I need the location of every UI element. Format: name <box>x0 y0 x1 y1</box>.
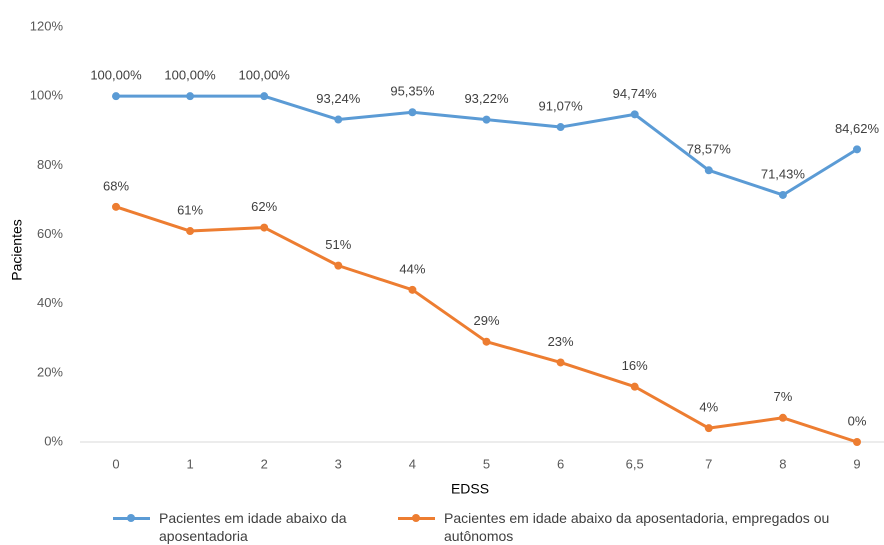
x-tick-label: 3 <box>335 456 342 471</box>
point <box>853 145 861 154</box>
point <box>556 358 565 367</box>
data-label: 100,00% <box>239 68 291 83</box>
x-tick-label: 0 <box>112 456 119 471</box>
y-tick-label: 80% <box>37 157 63 172</box>
point <box>853 438 861 446</box>
data-label: 95,35% <box>390 84 435 99</box>
point <box>112 92 120 101</box>
chart: Pacientes EDSS 0%20%40%60%80%100%120%0 1 2… <box>9 18 884 497</box>
legend-marker <box>127 514 135 522</box>
point <box>186 227 195 236</box>
point <box>630 110 639 119</box>
data-label: 71,43% <box>761 166 806 181</box>
data-label: 16% <box>622 358 648 373</box>
y-tick-label: 120% <box>30 18 64 33</box>
x-tick-label: 1 <box>186 456 193 471</box>
point <box>334 261 343 270</box>
point <box>408 285 417 294</box>
data-label: 7% <box>774 389 793 404</box>
legend-swatch <box>113 514 150 522</box>
legend-label: Pacientes em idade abaixo da aposentador… <box>444 510 830 544</box>
data-label: 61% <box>177 202 203 217</box>
point <box>334 115 343 124</box>
y-tick-label: 60% <box>37 226 63 241</box>
x-tick-label: 8 <box>779 456 786 471</box>
data-label: 68% <box>103 178 129 193</box>
data-label: 84,62% <box>835 121 880 136</box>
point <box>704 166 713 175</box>
point <box>112 202 120 211</box>
point <box>778 190 787 199</box>
point <box>778 413 787 422</box>
data-label: 93,22% <box>464 91 509 106</box>
point <box>630 382 639 391</box>
y-tick-label: 0% <box>44 433 63 448</box>
data-label: 100,00% <box>164 68 216 83</box>
point <box>482 115 491 124</box>
y-axis-label: Pacientes <box>9 219 25 280</box>
data-label: 0% <box>848 413 867 428</box>
legend-swatch <box>398 514 435 522</box>
x-tick-label: 4 <box>409 456 416 471</box>
point <box>482 337 491 346</box>
point <box>186 92 195 101</box>
legend-marker <box>412 514 420 522</box>
x-tick-label: 2 <box>261 456 268 471</box>
data-label: 100,00% <box>90 68 142 83</box>
x-tick-label: 7 <box>705 456 712 471</box>
y-tick-label: 40% <box>37 295 63 310</box>
x-tick-label: 6,5 <box>626 456 644 471</box>
point <box>260 223 269 232</box>
data-label: 23% <box>548 334 574 349</box>
data-label: 4% <box>699 400 718 415</box>
x-tick-label: 6 <box>557 456 564 471</box>
legend-label: Pacientes em idade abaixo da aposentador… <box>159 510 347 544</box>
point <box>260 92 269 101</box>
x-tick-label: 9 <box>853 456 860 471</box>
data-label: 78,57% <box>687 142 732 157</box>
x-axis-label: EDSS <box>451 481 489 497</box>
data-label: 62% <box>251 199 277 214</box>
data-label: 93,24% <box>316 91 361 106</box>
data-label: 29% <box>473 313 499 328</box>
series-line <box>116 94 858 197</box>
point <box>704 424 713 433</box>
x-tick-label: 5 <box>483 456 490 471</box>
point <box>556 123 565 132</box>
data-label: 94,74% <box>613 86 658 101</box>
y-tick-label: 100% <box>30 88 64 103</box>
y-tick-label: 20% <box>37 364 63 379</box>
data-label: 91,07% <box>539 98 584 113</box>
data-label: 51% <box>325 237 351 252</box>
data-label: 44% <box>399 261 425 276</box>
point <box>408 108 417 117</box>
